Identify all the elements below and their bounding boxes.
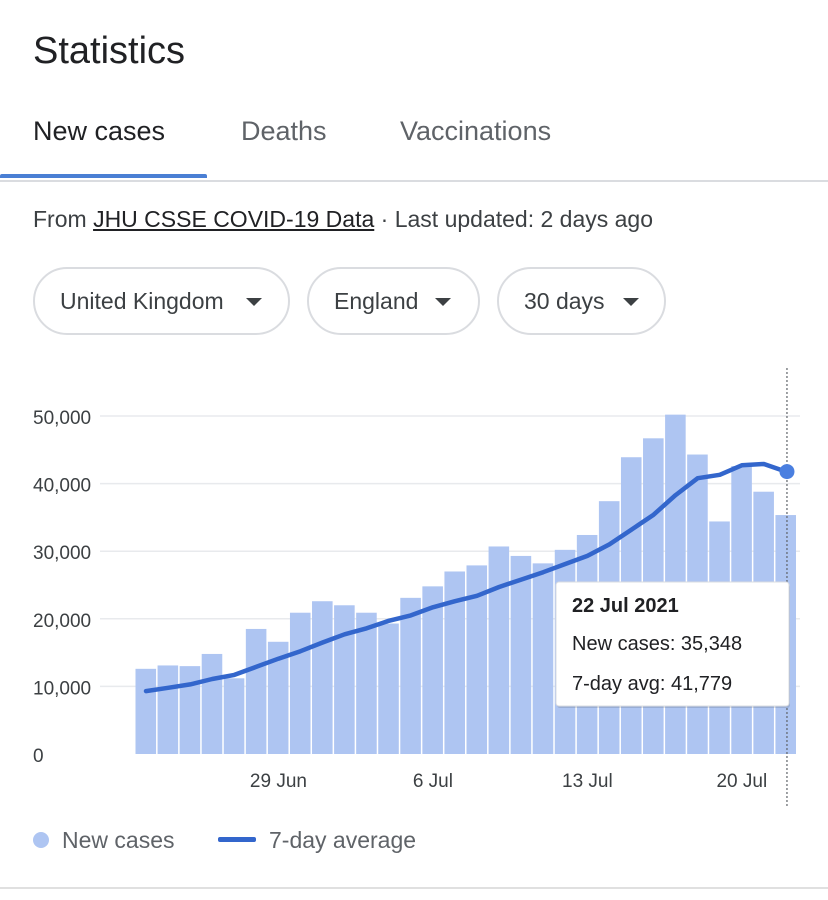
bar[interactable]	[532, 563, 554, 754]
tooltip-box	[555, 581, 790, 707]
bar[interactable]	[400, 597, 421, 754]
bar[interactable]	[289, 612, 311, 754]
bar[interactable]	[356, 612, 377, 754]
chart-legend: New cases 7-day average	[33, 822, 633, 858]
average-point[interactable]	[779, 464, 795, 480]
y-tick-label: 40,000	[33, 476, 91, 497]
x-tick-label: 29 Jun	[250, 771, 307, 792]
bar[interactable]	[444, 571, 465, 754]
last-updated: · Last updated: 2 days ago	[374, 206, 654, 232]
chevron-down-icon	[435, 298, 451, 306]
x-tick-label: 13 Jul	[562, 771, 613, 792]
period-dropdown-value: 30 days	[524, 288, 605, 314]
y-tick-label: 50,000	[33, 408, 91, 429]
y-tick-label: 20,000	[33, 611, 91, 632]
average-line-swatch-icon	[218, 837, 256, 842]
chevron-down-icon	[623, 298, 639, 306]
x-tick-label: 6 Jul	[413, 771, 453, 792]
region-dropdown-value: United Kingdom	[60, 288, 224, 314]
bottom-divider	[0, 887, 828, 889]
y-tick-label: 30,000	[33, 543, 91, 564]
cases-chart[interactable]: 0 10,000 20,000 30,000 40,000 50,000 29 Jun 6 J…	[0, 360, 828, 815]
bar[interactable]	[135, 668, 157, 754]
bar[interactable]	[510, 555, 532, 754]
tooltip-date: 22 Jul 2021	[572, 595, 679, 617]
legend-7-day-average-label: 7-day average	[269, 827, 417, 853]
y-tick-label: 10,000	[33, 678, 91, 699]
bar[interactable]	[201, 653, 223, 754]
tab-vaccinations[interactable]: Vaccinations	[400, 116, 552, 146]
tooltip-cases: New cases: 35,348	[572, 633, 742, 655]
legend-new-cases: New cases	[33, 822, 174, 858]
bar[interactable]	[422, 586, 443, 754]
tab-bar: New cases Deaths Vaccinations	[0, 100, 828, 182]
source-line: From JHU CSSE COVID-19 Data · Last updat…	[33, 206, 653, 233]
average-line	[143, 461, 789, 694]
tab-new-cases[interactable]: New cases	[33, 116, 166, 146]
bar[interactable]	[466, 565, 488, 754]
page-title: Statistics	[33, 30, 186, 72]
bar[interactable]	[334, 605, 355, 754]
bar[interactable]	[488, 546, 510, 754]
bar[interactable]	[245, 628, 267, 754]
bar[interactable]	[378, 623, 399, 754]
chevron-down-icon	[246, 298, 262, 306]
bar[interactable]	[312, 601, 333, 754]
source-link[interactable]: JHU CSSE COVID-19 Data	[93, 206, 375, 232]
subregion-dropdown[interactable]: England	[307, 267, 480, 335]
region-dropdown[interactable]: United Kingdom	[33, 267, 290, 335]
legend-7-day-average: 7-day average	[218, 822, 416, 858]
source-prefix: From	[33, 206, 94, 232]
bar[interactable]	[223, 678, 245, 754]
period-dropdown[interactable]: 30 days	[497, 267, 666, 335]
x-tick-label: 20 Jul	[716, 771, 767, 792]
bar[interactable]	[267, 641, 289, 754]
bar[interactable]	[179, 666, 201, 754]
active-tab-indicator	[0, 174, 207, 178]
subregion-dropdown-value: England	[334, 288, 419, 314]
legend-new-cases-label: New cases	[62, 827, 175, 853]
new-cases-swatch-icon	[33, 832, 49, 848]
y-tick-label: 0	[33, 746, 44, 767]
tab-deaths[interactable]: Deaths	[241, 116, 327, 146]
bar[interactable]	[157, 665, 179, 754]
tooltip-average: 7-day avg: 41,779	[572, 673, 732, 695]
